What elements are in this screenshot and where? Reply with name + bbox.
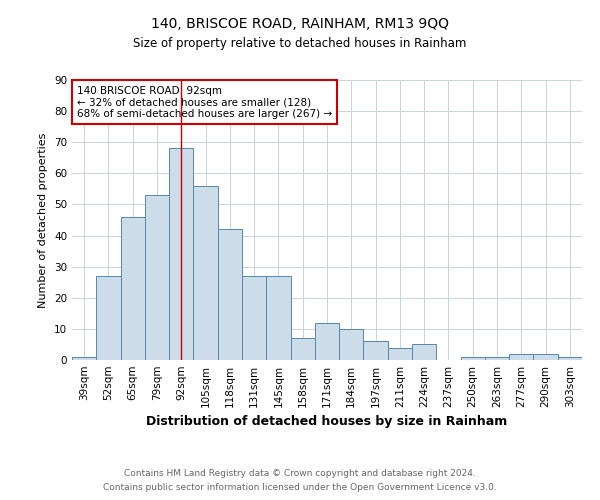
- Bar: [364, 342, 388, 360]
- Bar: [96, 276, 121, 360]
- X-axis label: Distribution of detached houses by size in Rainham: Distribution of detached houses by size …: [146, 416, 508, 428]
- Text: Size of property relative to detached houses in Rainham: Size of property relative to detached ho…: [133, 38, 467, 51]
- Bar: [242, 276, 266, 360]
- Text: Contains public sector information licensed under the Open Government Licence v3: Contains public sector information licen…: [103, 484, 497, 492]
- Bar: [218, 230, 242, 360]
- Bar: [509, 354, 533, 360]
- Bar: [193, 186, 218, 360]
- Bar: [388, 348, 412, 360]
- Bar: [145, 195, 169, 360]
- Bar: [412, 344, 436, 360]
- Text: 140, BRISCOE ROAD, RAINHAM, RM13 9QQ: 140, BRISCOE ROAD, RAINHAM, RM13 9QQ: [151, 18, 449, 32]
- Bar: [121, 217, 145, 360]
- Bar: [558, 357, 582, 360]
- Y-axis label: Number of detached properties: Number of detached properties: [38, 132, 49, 308]
- Bar: [290, 338, 315, 360]
- Bar: [315, 322, 339, 360]
- Bar: [72, 357, 96, 360]
- Text: Contains HM Land Registry data © Crown copyright and database right 2024.: Contains HM Land Registry data © Crown c…: [124, 468, 476, 477]
- Text: 140 BRISCOE ROAD: 92sqm
← 32% of detached houses are smaller (128)
68% of semi-d: 140 BRISCOE ROAD: 92sqm ← 32% of detache…: [77, 86, 332, 119]
- Bar: [533, 354, 558, 360]
- Bar: [266, 276, 290, 360]
- Bar: [485, 357, 509, 360]
- Bar: [169, 148, 193, 360]
- Bar: [339, 329, 364, 360]
- Bar: [461, 357, 485, 360]
